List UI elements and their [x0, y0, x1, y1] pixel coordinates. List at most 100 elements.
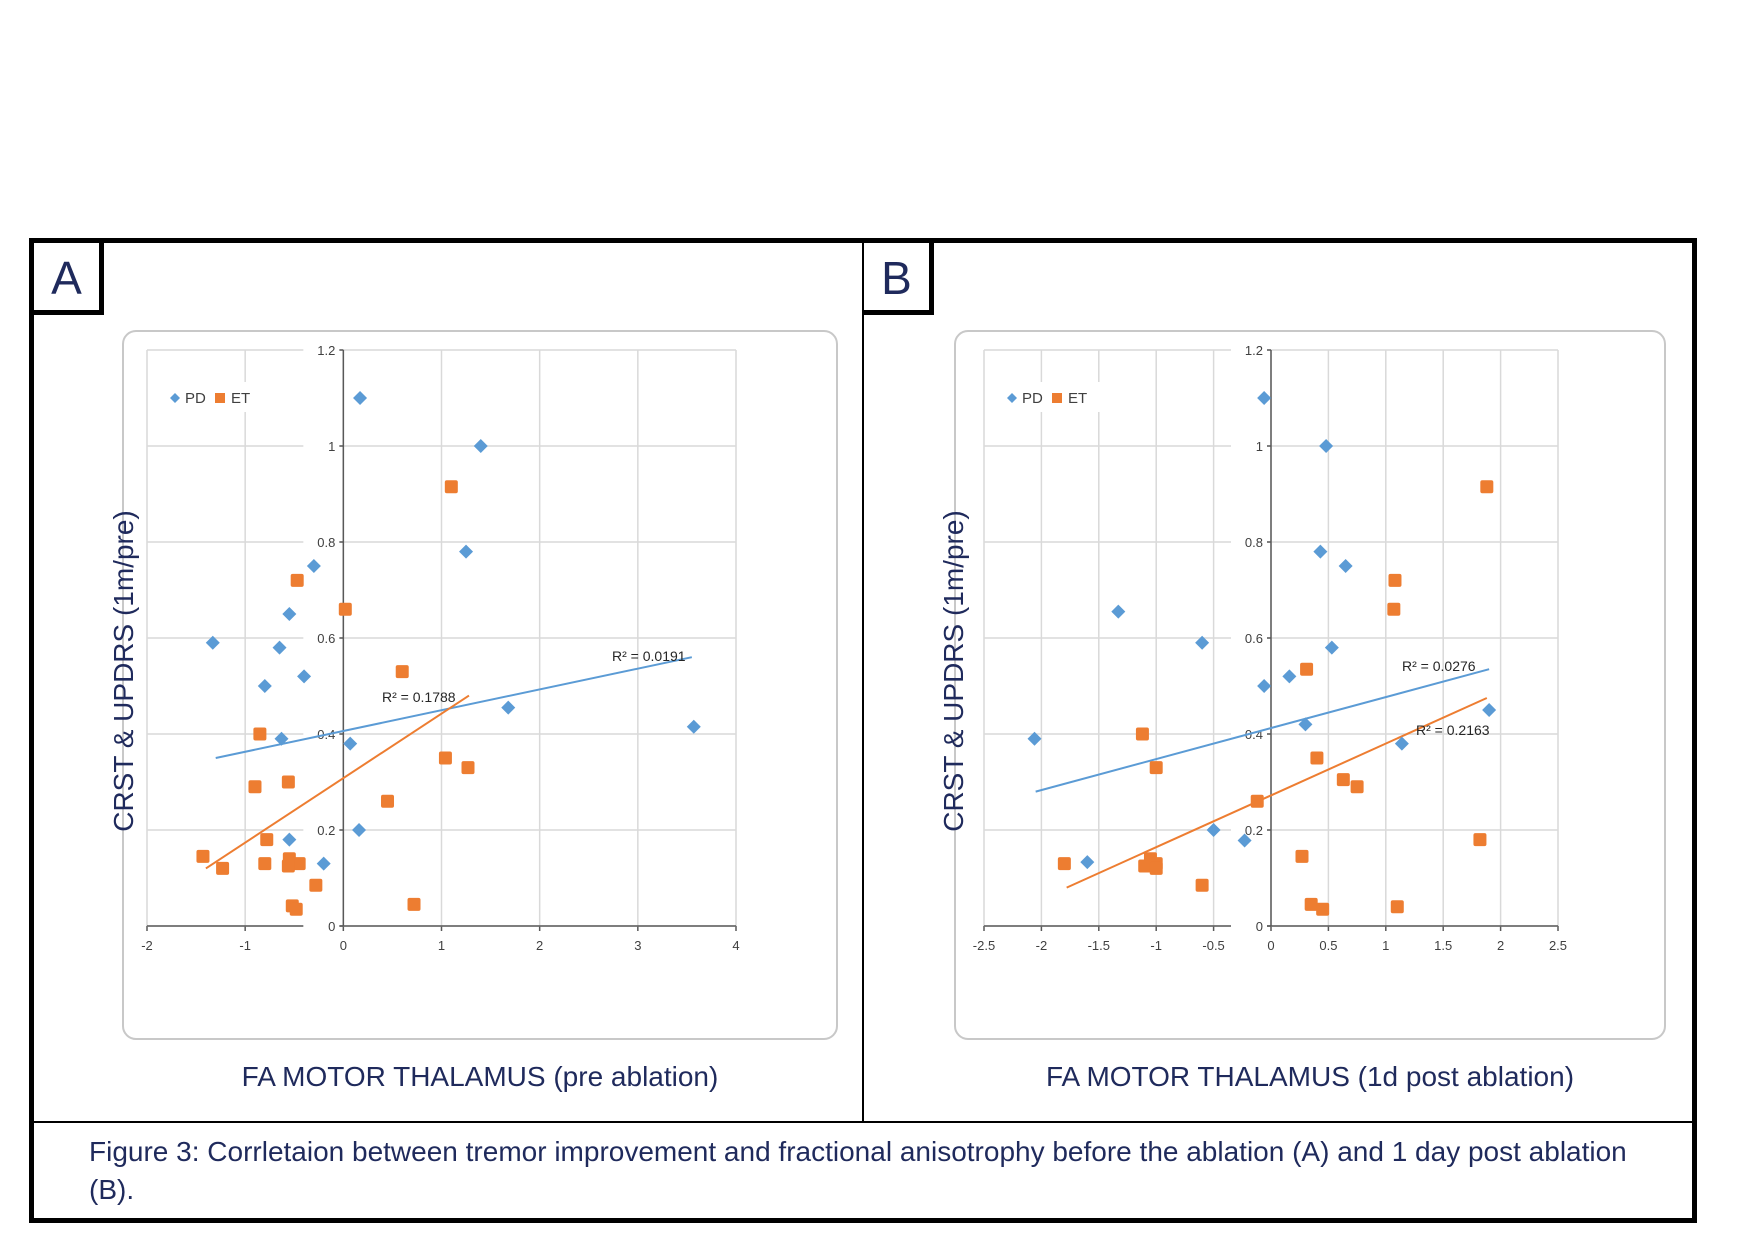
panel-b-pd-point	[1237, 833, 1252, 848]
panel-b-et-point	[1138, 859, 1152, 873]
panel-a-y-tick-label-bg	[303, 342, 340, 358]
panel-b-et-point	[1295, 849, 1309, 863]
panel-b-pd-point	[1338, 559, 1353, 573]
panel-a-et-r2-label: R² = 0.1788	[382, 689, 456, 705]
panel-a-pd-point	[459, 544, 474, 559]
panel-a-et-point	[309, 878, 323, 892]
panel-b-pd-point	[1195, 635, 1210, 650]
panel-b-y-tick-label: 0.2	[1245, 823, 1263, 838]
panel-b-y-tick-label: 1	[1256, 439, 1263, 454]
panel-b-et-point	[1350, 780, 1364, 794]
panel-divider-vertical	[862, 243, 864, 1123]
panel-b-y-tick-label-bg	[1231, 630, 1267, 646]
panel-b-et-r2-label: R² = 0.2163	[1416, 722, 1490, 738]
panel-a-pd-point	[343, 736, 358, 751]
panel-a-x-tick-label: 0	[340, 938, 347, 953]
panel-a-pd-point	[282, 607, 297, 621]
panel-a-et-point	[258, 857, 272, 871]
panel-a-label: A	[34, 243, 104, 315]
panel-b-pd-point	[1298, 717, 1313, 732]
panel-b-y-tick-label-bg	[1231, 534, 1267, 550]
panel-a-y-tick-label-bg	[303, 534, 340, 550]
panel-b-pd-point	[1080, 855, 1095, 870]
panel-b-x-tick-label: 2	[1497, 938, 1504, 953]
panel-b-chart-frame	[954, 330, 1666, 1040]
panel-a-et-point	[381, 794, 395, 808]
panel-a-et-point	[216, 861, 230, 875]
panel-a-et-point	[444, 480, 458, 494]
panel-b-x-tick-label: 0	[1267, 938, 1274, 953]
panel-a-x-axis-label: FA MOTOR THALAMUS (pre ablation)	[241, 1061, 719, 1092]
panel-b-pd-point	[1257, 679, 1272, 693]
panel-a-et-point	[196, 849, 210, 863]
caption-divider	[34, 1121, 1692, 1123]
panel-b-label: B	[864, 243, 934, 315]
panel-a-x-tick-label: -1	[239, 938, 251, 953]
panel-a-y-tick-label: 0	[328, 919, 335, 934]
panel-b-pd-point	[1257, 391, 1272, 405]
panel-b-x-tick-label: 2.5	[1549, 938, 1567, 953]
panel-b-et-point	[1473, 833, 1487, 847]
panel-a-pd-point	[473, 439, 488, 453]
panel-b-pd-point	[1111, 604, 1126, 619]
panel-a-y-tick-label-bg	[303, 822, 340, 838]
panel-a-pd-r2-label: R² = 0.0191	[612, 648, 686, 664]
panel-b-legend-pd-label: PD	[1022, 390, 1043, 407]
panel-a-et-point	[290, 573, 304, 587]
panel-a-y-tick-label-bg	[303, 630, 340, 646]
panel-b-et-point	[1135, 727, 1149, 741]
panel-a-et-point	[281, 859, 295, 873]
panel-a-pd-point	[306, 559, 321, 573]
panel-a-legend-et-marker	[215, 393, 225, 403]
panel-b-y-axis-label: CRST & UPDRS (1m/pre)	[938, 510, 969, 832]
panel-b-legend-pd-marker	[1007, 393, 1017, 403]
panel-b-et-point	[1057, 857, 1071, 871]
panel-a-y-tick-label: 0.6	[317, 631, 335, 646]
panel-b-y-tick-label: 0	[1256, 919, 1263, 934]
panel-a-pd-point	[501, 700, 516, 715]
panel-b-pd-point	[1394, 736, 1409, 751]
panel-a-pd-point	[257, 679, 272, 693]
panel-a-x-tick-label: 2	[536, 938, 543, 953]
panel-b-et-point	[1300, 662, 1314, 676]
panel-b-et-point	[1310, 751, 1324, 765]
panel-a-y-axis-label: CRST & UPDRS (1m/pre)	[108, 510, 139, 832]
panel-b-y-tick-label: 1.2	[1245, 343, 1263, 358]
panel-a-pd-point	[272, 640, 287, 655]
panel-a-y-tick-label: 0.2	[317, 823, 335, 838]
panel-a-et-point	[248, 780, 262, 794]
panel-b-pd-point	[1319, 439, 1334, 453]
panel-b-legend-et-marker	[1052, 393, 1062, 403]
panel-a-pd-trendline	[215, 656, 693, 759]
panel-b-x-tick-label: 1.5	[1434, 938, 1452, 953]
panel-a-pd-point	[316, 856, 331, 871]
panel-b-x-tick-label: -2.5	[973, 938, 995, 953]
panel-b-y-tick-label: 0.8	[1245, 535, 1263, 550]
panel-b-et-point	[1336, 773, 1350, 787]
panel-b-x-tick-label: 1	[1382, 938, 1389, 953]
panel-b-legend-et-label: ET	[1068, 390, 1087, 407]
panel-a-et-point	[289, 902, 303, 916]
panel-b-y-tick-label-bg	[1231, 822, 1267, 838]
panel-b-x-tick-label: -2	[1036, 938, 1048, 953]
panel-b-et-point	[1480, 480, 1494, 494]
panel-b-et-point	[1250, 794, 1264, 808]
panel-b-pd-r2-label: R² = 0.0276	[1402, 658, 1476, 674]
panel-a-legend-et-label: ET	[231, 390, 250, 407]
panel-b-pd-point	[1027, 731, 1042, 746]
panel-a-legend-pd-marker	[170, 393, 180, 403]
panel-b-et-point	[1390, 900, 1404, 914]
panel-a-pd-point	[297, 669, 312, 684]
panel-b-pd-point	[1482, 703, 1497, 717]
panel-b-et-point	[1387, 602, 1401, 616]
panel-a-et-point	[260, 833, 274, 847]
panel-b-x-axis-label: FA MOTOR THALAMUS (1d post ablation)	[1045, 1061, 1575, 1092]
panel-a-pd-point	[205, 635, 220, 650]
panel-a-x-tick-label: 1	[438, 938, 445, 953]
panel-a-pd-point	[353, 391, 368, 405]
panel-b-y-tick-label-bg	[1231, 342, 1267, 358]
panel-a-pd-point	[352, 823, 367, 837]
panel-a-et-trendline	[205, 694, 470, 870]
panel-b-y-tick-label-bg	[1231, 438, 1267, 454]
